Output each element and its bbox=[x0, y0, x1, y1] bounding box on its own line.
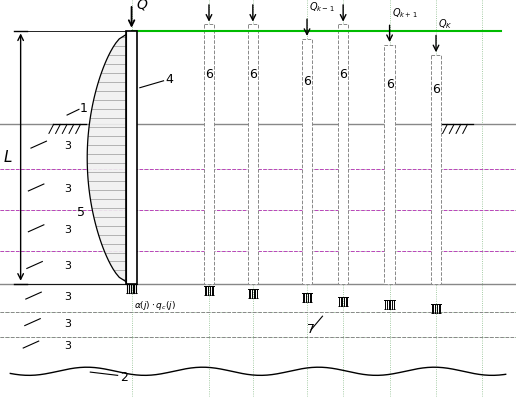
Text: 3: 3 bbox=[64, 225, 72, 235]
Text: 6: 6 bbox=[339, 68, 347, 81]
Text: 1: 1 bbox=[80, 102, 88, 115]
Text: 3: 3 bbox=[64, 141, 72, 151]
Text: 6: 6 bbox=[205, 68, 213, 81]
Text: 7: 7 bbox=[307, 323, 315, 336]
Bar bbox=[431, 55, 441, 284]
Text: 6: 6 bbox=[432, 83, 440, 96]
Text: $\alpha(j)\cdot q_c(j)$: $\alpha(j)\cdot q_c(j)$ bbox=[134, 299, 176, 312]
Text: $Q_K$: $Q_K$ bbox=[438, 17, 453, 31]
Bar bbox=[302, 39, 312, 284]
Text: 4: 4 bbox=[165, 73, 173, 86]
Text: 3: 3 bbox=[64, 262, 72, 271]
Bar bbox=[204, 24, 214, 284]
Text: L: L bbox=[4, 150, 12, 164]
Text: 6: 6 bbox=[249, 68, 257, 81]
Text: $Q_{k+1}$: $Q_{k+1}$ bbox=[392, 7, 417, 20]
Text: 3: 3 bbox=[64, 292, 72, 302]
Bar bbox=[338, 24, 348, 284]
Text: 6: 6 bbox=[303, 75, 311, 88]
Bar bbox=[384, 45, 395, 284]
Text: 3: 3 bbox=[64, 319, 72, 328]
Text: 3: 3 bbox=[64, 341, 72, 351]
Text: $Q$: $Q$ bbox=[136, 0, 148, 11]
Bar bbox=[126, 31, 137, 284]
Text: $Q_{k-1}$: $Q_{k-1}$ bbox=[309, 0, 335, 14]
Text: 5: 5 bbox=[77, 206, 85, 219]
Text: 3: 3 bbox=[64, 184, 72, 194]
Bar bbox=[248, 24, 258, 284]
Text: 6: 6 bbox=[385, 78, 394, 91]
Text: 2: 2 bbox=[120, 371, 128, 384]
